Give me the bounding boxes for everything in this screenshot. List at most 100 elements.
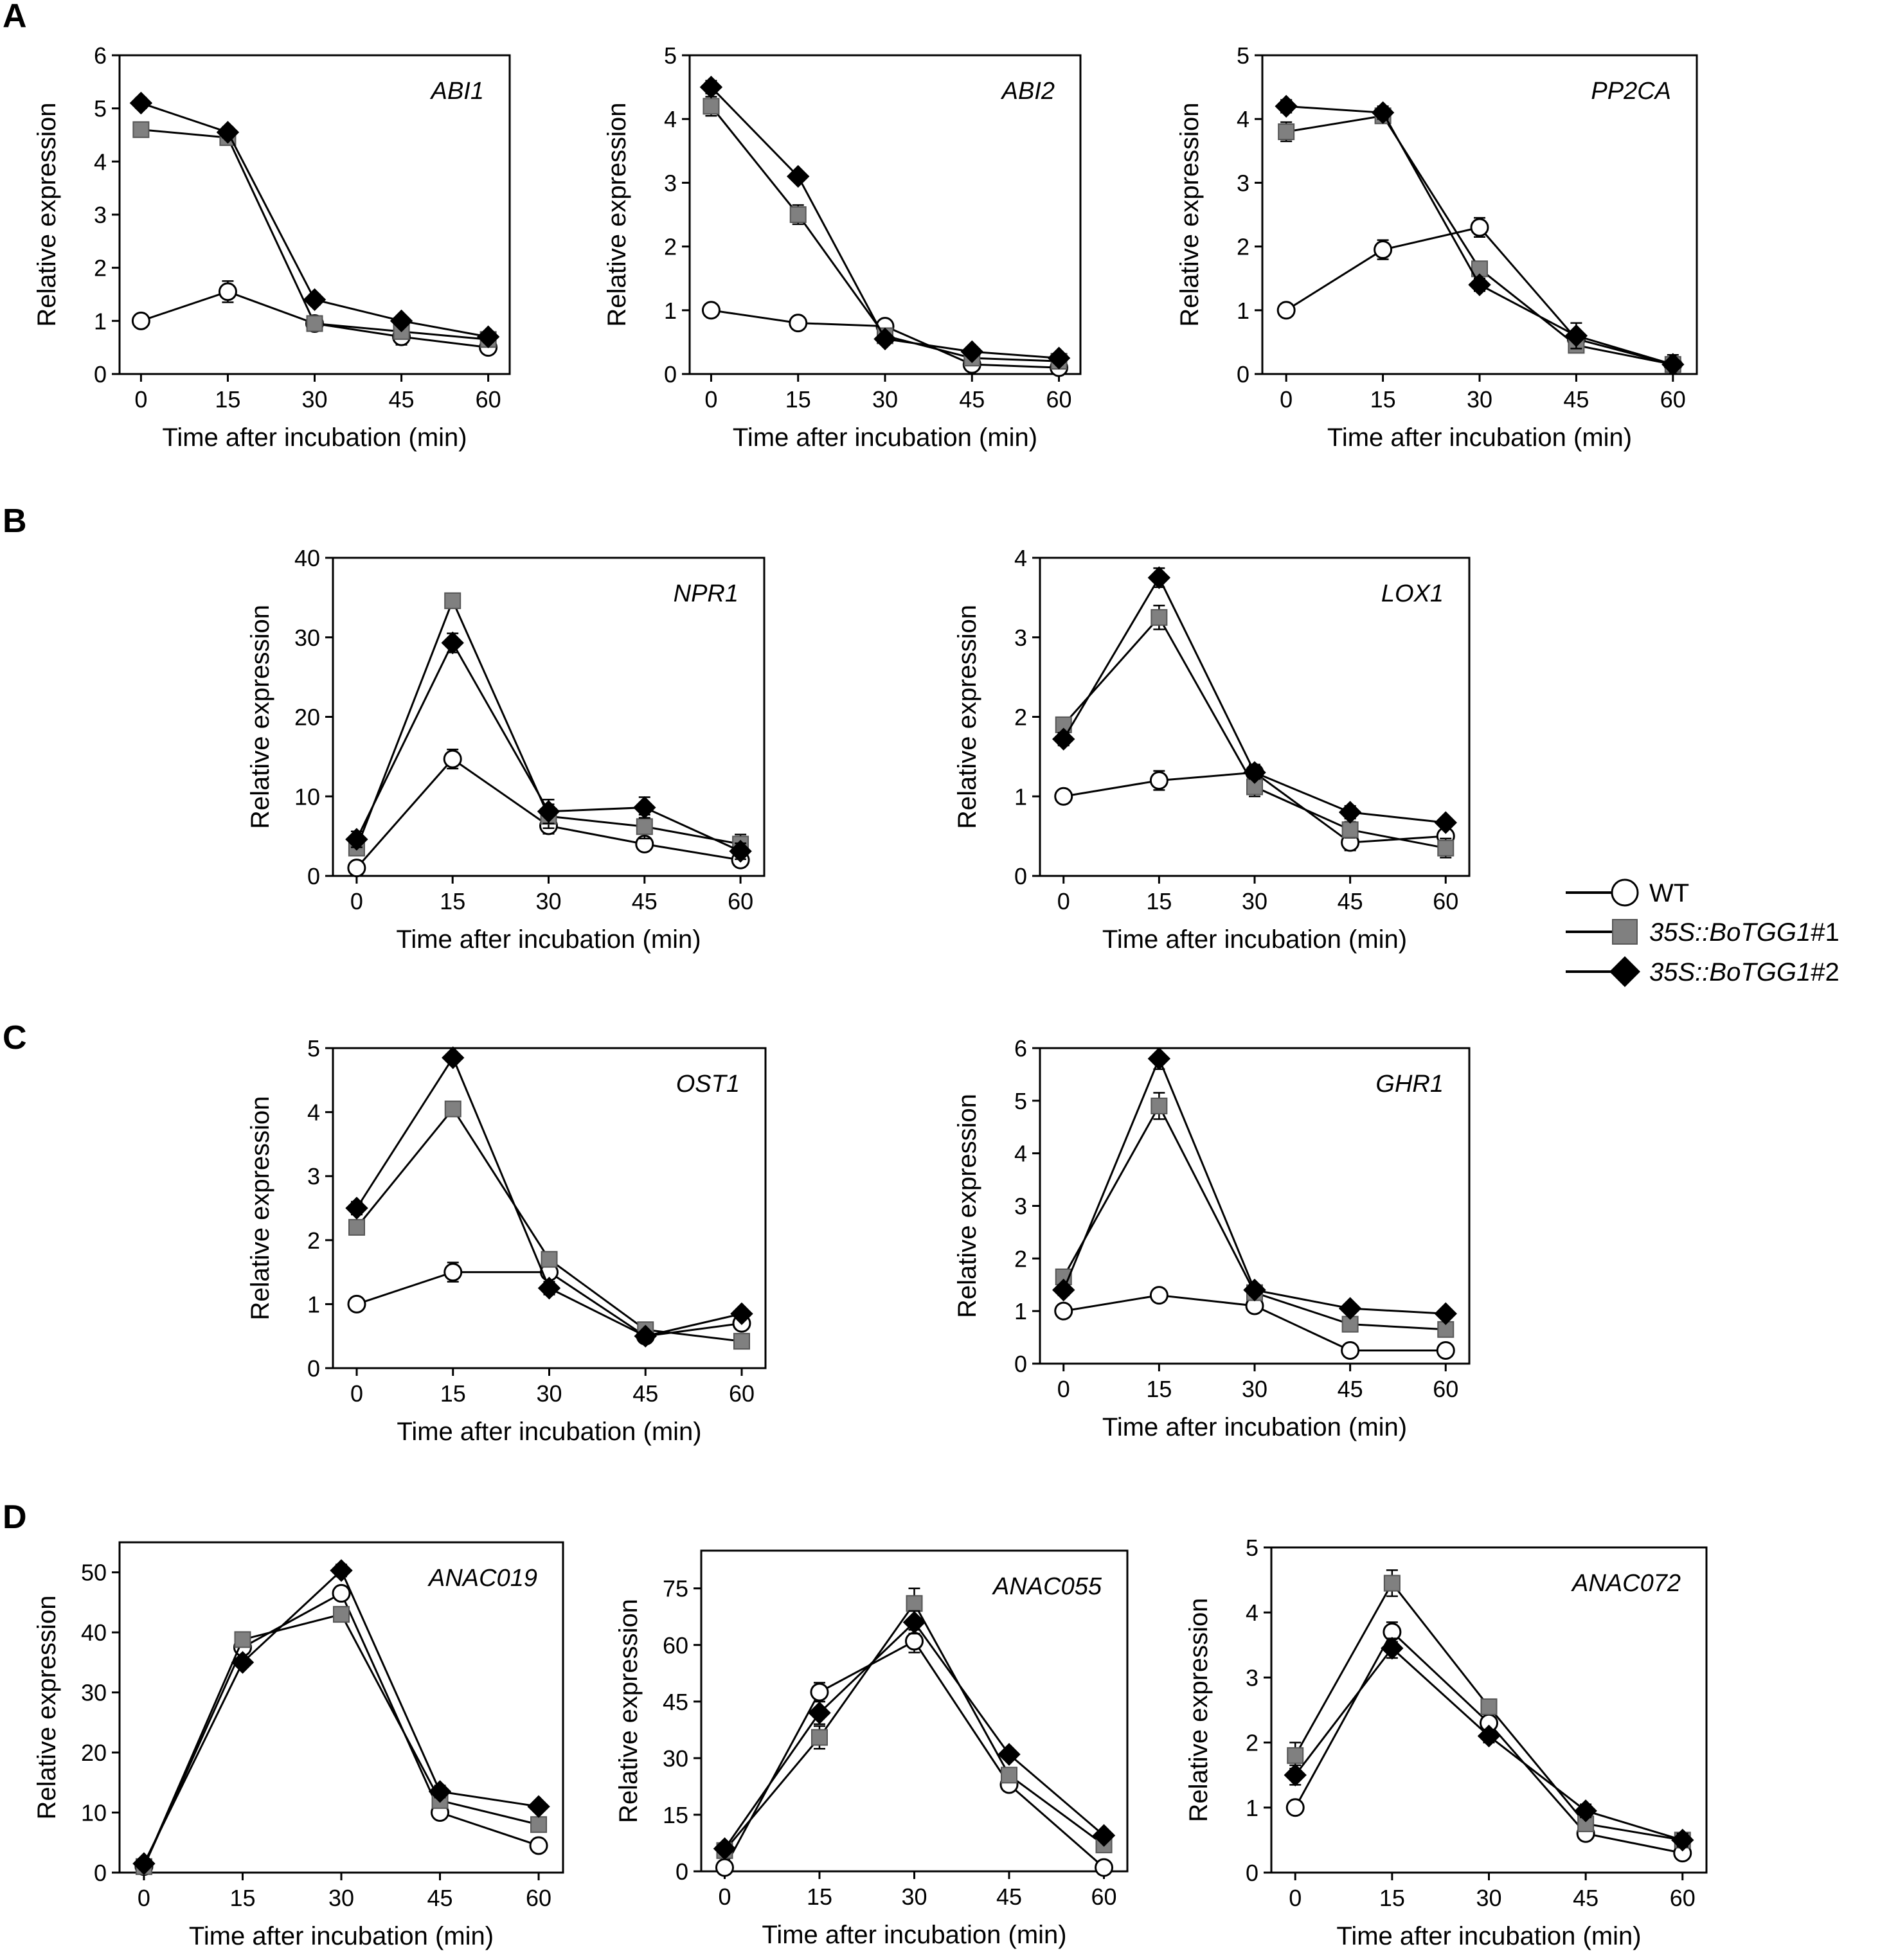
y-tick-label: 5 bbox=[664, 42, 677, 69]
data-point bbox=[1574, 1799, 1597, 1822]
x-tick-label: 60 bbox=[729, 1380, 755, 1407]
data-point bbox=[1381, 1637, 1404, 1660]
x-tick-label: 45 bbox=[1563, 386, 1589, 413]
series-line bbox=[1062, 616, 1446, 850]
data-point bbox=[1047, 346, 1071, 370]
chart-npr1: 0 10 20 30 40 0 15 30 45 60 Time after incubation … bbox=[246, 545, 765, 954]
x-tick-label: 15 bbox=[440, 1380, 466, 1407]
series-wt bbox=[715, 1629, 1114, 1877]
y-tick-label: 1 bbox=[94, 308, 107, 334]
series-35s-botgg1-2 bbox=[129, 91, 500, 348]
data-point bbox=[1055, 1268, 1072, 1285]
data-point bbox=[1671, 1828, 1694, 1852]
series-35s-botgg1-2 bbox=[345, 1046, 753, 1348]
data-point bbox=[730, 1302, 753, 1326]
x-tick-label: 45 bbox=[389, 386, 415, 413]
y-tick-label: 75 bbox=[663, 1576, 688, 1602]
x-axis-title: Time after incubation (min) bbox=[1327, 423, 1632, 452]
data-point bbox=[1149, 771, 1168, 790]
y-tick-label: 3 bbox=[1246, 1664, 1258, 1691]
x-tick-label: 45 bbox=[1338, 1376, 1363, 1402]
y-tick-label: 5 bbox=[1014, 1088, 1027, 1114]
data-point bbox=[216, 121, 240, 144]
x-tick-label: 15 bbox=[215, 386, 240, 413]
data-point bbox=[333, 1606, 350, 1623]
x-tick-label: 15 bbox=[229, 1885, 255, 1911]
series-35s-botgg1-1 bbox=[132, 121, 497, 348]
y-tick-label: 3 bbox=[94, 202, 107, 228]
data-point bbox=[1287, 1747, 1304, 1764]
y-tick-label: 4 bbox=[664, 106, 677, 132]
data-point bbox=[1383, 1574, 1401, 1592]
y-tick-label: 0 bbox=[676, 1858, 688, 1885]
chart-lox1: 0 1 2 3 4 0 15 30 45 60 Time after incubation (min… bbox=[953, 545, 1471, 954]
x-tick-label: 0 bbox=[1280, 386, 1293, 413]
legend-square-marker bbox=[1612, 919, 1638, 945]
series-line bbox=[143, 1613, 539, 1867]
series-35s-botgg1-1 bbox=[1287, 1569, 1691, 1849]
y-tick-label: 50 bbox=[81, 1560, 107, 1586]
data-point bbox=[332, 1583, 351, 1603]
series-35s-botgg1-2 bbox=[1275, 94, 1685, 376]
legend-diamond-marker bbox=[1609, 956, 1640, 987]
y-tick-label: 3 bbox=[307, 1163, 320, 1189]
y-axis-title: Relative expression bbox=[603, 102, 631, 326]
x-tick-label: 0 bbox=[138, 1885, 150, 1911]
y-tick-label: 3 bbox=[1237, 170, 1249, 196]
x-axis-title: Time after incubation (min) bbox=[396, 925, 701, 954]
y-axis-title: Relative expression bbox=[246, 605, 274, 829]
data-point bbox=[634, 1324, 657, 1348]
y-tick-label: 30 bbox=[81, 1680, 107, 1706]
series-35s-botgg1-1 bbox=[135, 1606, 548, 1875]
y-tick-label: 2 bbox=[1237, 234, 1249, 260]
legend-label-wt: WT bbox=[1649, 879, 1689, 907]
gene-label: NPR1 bbox=[674, 580, 739, 607]
series-wt bbox=[1054, 1286, 1455, 1360]
data-point bbox=[306, 315, 323, 332]
y-tick-label: 4 bbox=[1014, 545, 1027, 571]
y-tick-label: 1 bbox=[1246, 1795, 1258, 1821]
x-tick-label: 0 bbox=[350, 888, 363, 914]
x-tick-label: 60 bbox=[1046, 386, 1072, 413]
gene-label: PP2CA bbox=[1591, 78, 1671, 105]
data-point bbox=[442, 1046, 465, 1069]
data-point bbox=[348, 1218, 366, 1236]
x-tick-label: 0 bbox=[1057, 888, 1070, 914]
data-point bbox=[808, 1701, 831, 1725]
data-point bbox=[902, 1610, 926, 1634]
data-point bbox=[1434, 1302, 1457, 1325]
data-point bbox=[1150, 1098, 1168, 1115]
data-point bbox=[810, 1729, 828, 1746]
series-35s-botgg1-1 bbox=[348, 1100, 750, 1350]
y-tick-label: 5 bbox=[94, 96, 107, 122]
series-wt bbox=[134, 1583, 548, 1876]
y-tick-label: 5 bbox=[1237, 42, 1249, 69]
data-point bbox=[1149, 1286, 1168, 1305]
data-point bbox=[1434, 811, 1457, 834]
data-point bbox=[132, 1852, 156, 1875]
x-axis-title: Time after incubation (min) bbox=[1336, 1922, 1641, 1950]
data-point bbox=[1054, 1301, 1073, 1321]
y-tick-label: 0 bbox=[307, 863, 320, 889]
data-point bbox=[699, 75, 723, 99]
y-axis-title: Relative expression bbox=[33, 1595, 61, 1819]
gene-label: ANAC055 bbox=[992, 1573, 1102, 1600]
y-axis-title: Relative expression bbox=[1185, 1598, 1213, 1822]
series-wt bbox=[347, 1261, 751, 1346]
data-point bbox=[234, 1631, 251, 1648]
x-tick-label: 30 bbox=[901, 1884, 927, 1910]
y-tick-label: 10 bbox=[81, 1800, 107, 1826]
x-tick-label: 45 bbox=[1573, 1885, 1598, 1911]
y-tick-label: 2 bbox=[307, 1227, 320, 1254]
series-line bbox=[724, 1621, 1105, 1849]
legend-item-wt: WT bbox=[1566, 878, 1689, 907]
data-point bbox=[231, 1651, 255, 1674]
data-point bbox=[701, 301, 721, 320]
x-tick-label: 45 bbox=[632, 888, 658, 914]
y-tick-label: 5 bbox=[307, 1035, 320, 1062]
series-line bbox=[724, 1639, 1105, 1869]
data-point bbox=[330, 1559, 353, 1582]
